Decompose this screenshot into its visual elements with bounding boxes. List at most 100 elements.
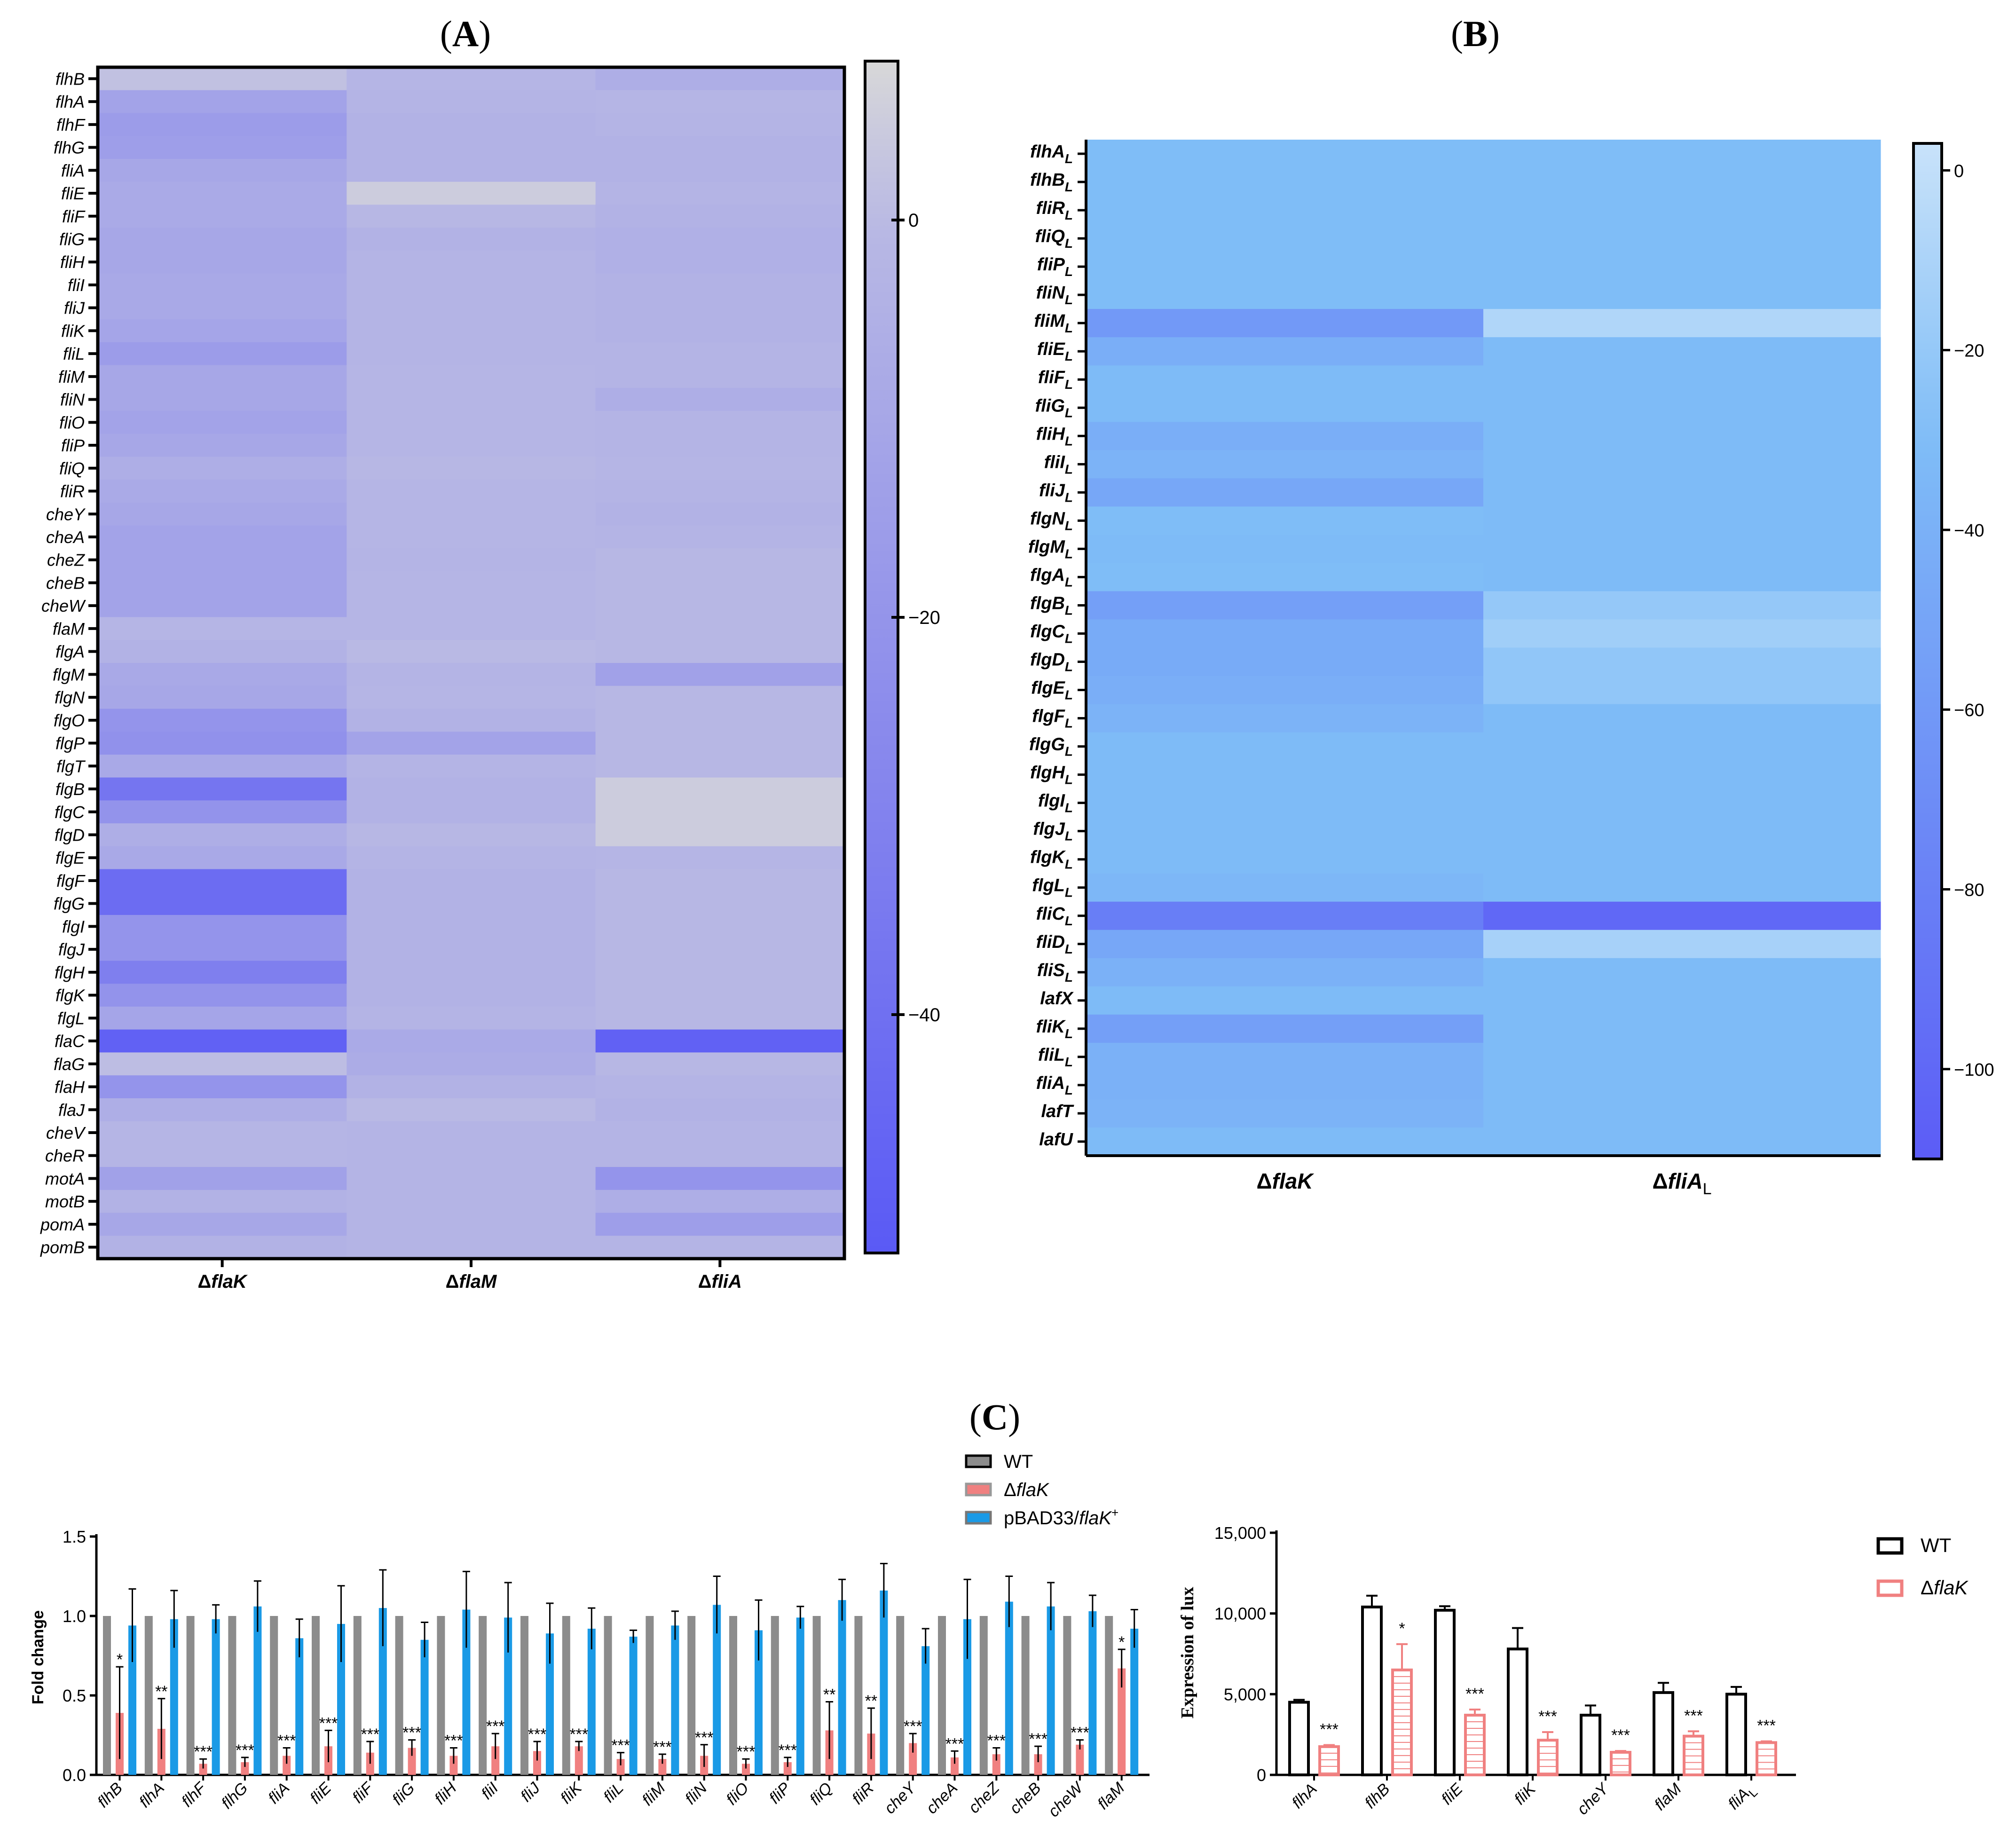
- heatmap-a-cell: [98, 800, 347, 824]
- bar-left-significance: **: [865, 1692, 877, 1710]
- heatmap-a-cell: [346, 823, 596, 847]
- heatmap-b-row-label: fliLL: [1038, 1045, 1073, 1069]
- heatmap-b-cell: [1483, 422, 1881, 450]
- legend-left-label: WT: [1004, 1451, 1033, 1472]
- bar-left-wt: [520, 1616, 528, 1775]
- heatmap-a-cell: [98, 1213, 347, 1236]
- heatmap-a-cell: [98, 433, 347, 457]
- heatmap-a-row-label: flgN: [55, 688, 85, 707]
- heatmap-a-cell: [98, 1236, 347, 1259]
- bar-left-significance: ***: [1071, 1724, 1089, 1742]
- legend-right-label: WT: [1921, 1534, 1951, 1556]
- heatmap-a-cell: [346, 800, 596, 824]
- heatmap-b-cell: [1086, 563, 1484, 591]
- heatmap-b-col-label: ΔfliAL: [1652, 1169, 1711, 1198]
- heatmap-a-cell: [595, 205, 845, 228]
- panel-c-fold-change: (C) WT ΔflaK pBAD33/flaK+ 0.0 0.5 1.0 1.5 Fold c…: [29, 1396, 1150, 1820]
- bar-left-pbad: [838, 1600, 846, 1775]
- bar-left-flak: [951, 1757, 959, 1775]
- heatmap-b-cell: [1483, 309, 1881, 338]
- heatmap-a-row-label: cheB: [46, 573, 85, 592]
- heatmap-a-cell: [346, 1052, 596, 1076]
- bar-left-significance: ***: [194, 1743, 213, 1761]
- heatmap-a-cell: [595, 594, 845, 618]
- bar-right-wt: [1653, 1691, 1674, 1776]
- colorbar-b-tick-label: −60: [1954, 701, 1984, 720]
- heatmap-b-cell: [1483, 1099, 1881, 1128]
- bar-left-wt: [646, 1616, 654, 1775]
- heatmap-a-row-label: flaM: [53, 619, 85, 638]
- heatmap-b-cell: [1483, 196, 1881, 225]
- bar-left-pbad: [337, 1623, 345, 1775]
- bar-left-significance: **: [155, 1683, 167, 1701]
- heatmap-a-cell: [595, 846, 845, 870]
- heatmap-b-row-label: flhAL: [1030, 142, 1073, 166]
- heatmap-b-cell: [1483, 1071, 1881, 1100]
- heatmap-a-cell: [346, 319, 596, 343]
- heatmap-a-cell: [595, 754, 845, 778]
- heatmap-a-cell: [346, 228, 596, 251]
- bar-left-wt: [854, 1616, 863, 1775]
- heatmap-a-cell: [98, 205, 347, 228]
- bar-left-flak: [1076, 1744, 1084, 1775]
- heatmap-b-cell: [1483, 591, 1881, 620]
- heatmap-a-row-label: fliI: [68, 276, 85, 295]
- heatmap-a-row-label: fliH: [60, 252, 85, 272]
- bar-left-wt: [938, 1616, 946, 1775]
- heatmap-a-cell: [595, 502, 845, 526]
- heatmap-b-row-label: fliQL: [1035, 227, 1073, 251]
- legend-left-label: pBAD33/flaK+: [1004, 1505, 1118, 1529]
- heatmap-a-cell: [346, 984, 596, 1007]
- bar-left-pbad: [212, 1619, 220, 1775]
- heatmap-b-cell: [1086, 817, 1484, 846]
- heatmap-b-row-label: flgFL: [1032, 707, 1073, 731]
- heatmap-a-row-label: flgF: [56, 871, 86, 890]
- heatmap-a-row-label: pomB: [40, 1238, 85, 1257]
- heatmap-a-row-label: flgP: [55, 734, 85, 753]
- bar-left-flak: [199, 1764, 207, 1775]
- bar-left-flak: [909, 1743, 917, 1775]
- heatmap-b-cell: [1086, 478, 1484, 507]
- bar-left-wt: [562, 1616, 570, 1775]
- bar-right-flak: [1464, 1713, 1486, 1776]
- bar-left-wt: [896, 1616, 905, 1775]
- heatmap-b-cell: [1086, 365, 1484, 394]
- bar-left-flak: [783, 1762, 792, 1775]
- heatmap-b-cell: [1483, 506, 1881, 535]
- heatmap-b-row-label: fliHL: [1036, 424, 1073, 448]
- heatmap-a-cell: [346, 1006, 596, 1030]
- heatmap-a-row-label: flaC: [55, 1032, 85, 1051]
- heatmap-a-cell: [98, 1144, 347, 1167]
- heatmap-a-cell: [346, 1236, 596, 1259]
- colorbar-b-tick-label: −80: [1954, 881, 1984, 900]
- bar-right-significance: ***: [1320, 1720, 1339, 1738]
- bar-right-y-tick-label: 5,000: [1224, 1685, 1266, 1704]
- heatmap-a-row-label: fliM: [58, 367, 85, 386]
- heatmap-a-col-label: ΔflaK: [198, 1271, 248, 1292]
- heatmap-b-row-label: fliDL: [1036, 932, 1073, 956]
- heatmap-b-cell: [1483, 1127, 1881, 1156]
- heatmap-b-cell: [1483, 647, 1881, 677]
- heatmap-a-row-label: fliG: [59, 229, 85, 249]
- heatmap-a-cell: [98, 640, 347, 663]
- bar-left-pbad: [713, 1605, 721, 1775]
- heatmap-b-cell: [1086, 873, 1484, 902]
- heatmap-a-cell: [346, 732, 596, 755]
- heatmap-b-cell: [1086, 394, 1484, 422]
- heatmap-a-cell: [595, 686, 845, 709]
- heatmap-b-cell: [1483, 224, 1881, 253]
- bar-left-significance: ***: [778, 1742, 797, 1759]
- heatmap-a-cell: [595, 1190, 845, 1214]
- bar-left-significance: ***: [653, 1738, 672, 1756]
- bar-left-wt: [312, 1616, 320, 1775]
- heatmap-b-row-label: flhBL: [1030, 170, 1073, 194]
- heatmap-a-cell: [595, 709, 845, 732]
- heatmap-a-cell: [98, 250, 347, 274]
- bar-left-flak: [491, 1746, 500, 1775]
- bar-right-y-tick-label: 0: [1257, 1765, 1266, 1785]
- heatmap-a-row-label: pomA: [40, 1215, 85, 1234]
- heatmap-a-cell: [346, 548, 596, 572]
- heatmap-a-cell: [98, 296, 347, 320]
- heatmap-b-cell: [1483, 732, 1881, 761]
